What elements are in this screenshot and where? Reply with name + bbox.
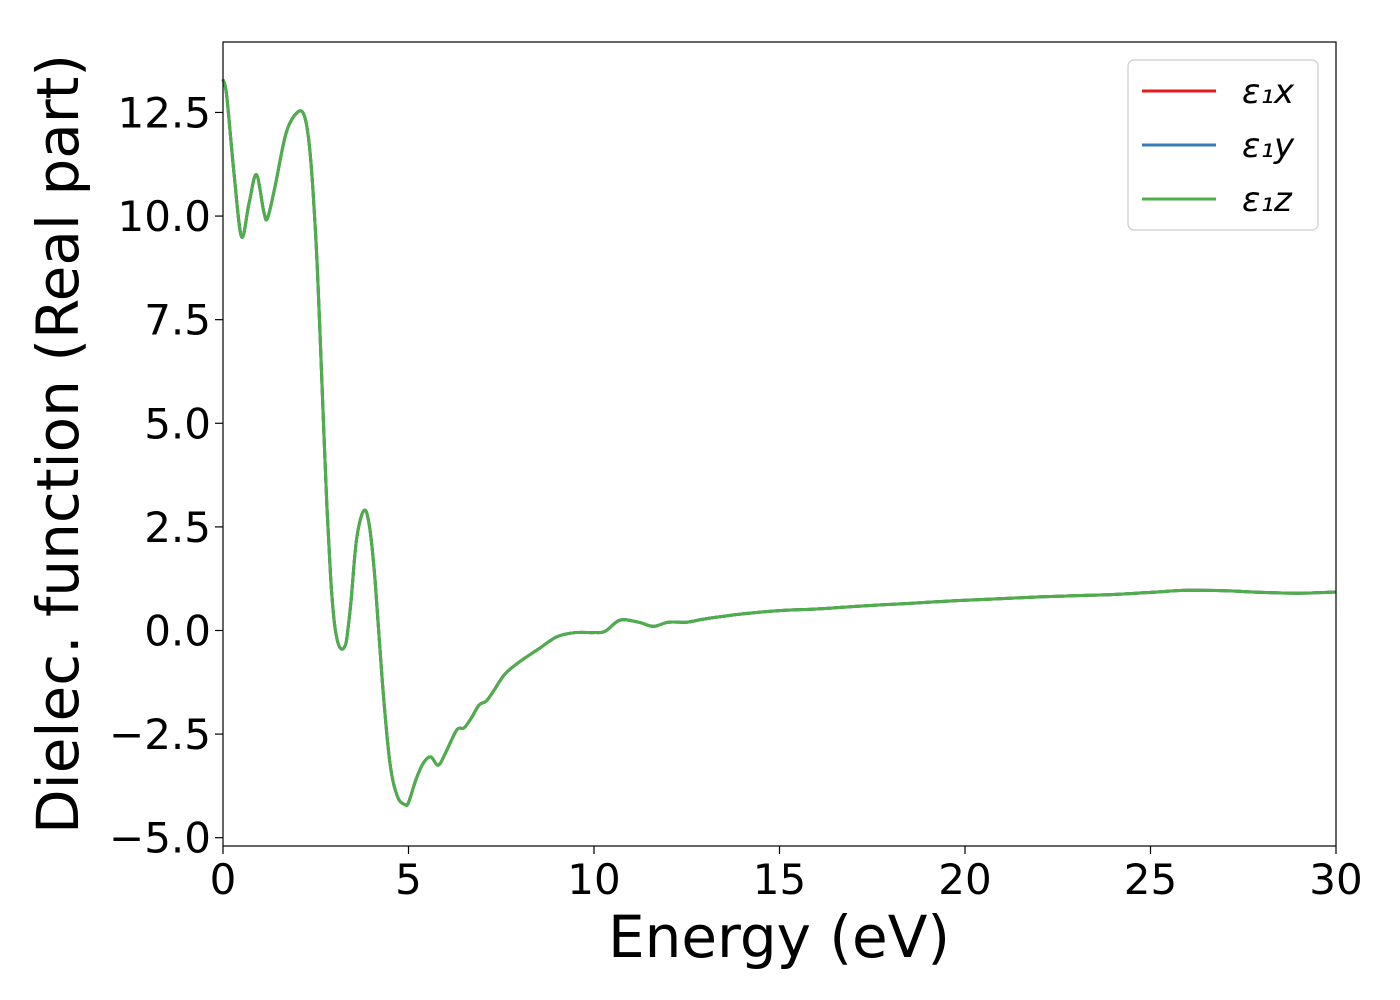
- legend: ε₁x ε₁y ε₁z: [1127, 59, 1319, 231]
- x-tick-label: 0: [210, 855, 237, 904]
- legend-label-1: ε₁x: [1242, 72, 1295, 112]
- x-tick-label: 15: [753, 855, 806, 904]
- x-axis-ticks: 0 5 10 15 20 25 30: [210, 846, 1363, 904]
- x-tick-label: 10: [567, 855, 620, 904]
- y-tick-label: 5.0: [144, 399, 211, 448]
- y-axis-ticks: −5.0 −2.5 0.0 2.5 5.0 7.5 10.0 12.5: [109, 88, 223, 863]
- y-tick-label: 2.5: [144, 503, 211, 552]
- x-tick-label: 5: [395, 855, 422, 904]
- y-axis-title: Dielec. function (Real part): [24, 54, 92, 834]
- x-tick-label: 25: [1124, 855, 1177, 904]
- legend-label-3: ε₁z: [1242, 180, 1293, 220]
- y-tick-label: 0.0: [144, 606, 211, 655]
- y-tick-label: 10.0: [117, 192, 211, 241]
- x-tick-label: 30: [1309, 855, 1362, 904]
- y-tick-label: 7.5: [144, 296, 211, 345]
- legend-box: [1127, 59, 1319, 231]
- legend-label-2: ε₁y: [1242, 126, 1295, 166]
- y-tick-label: 12.5: [117, 88, 211, 137]
- x-tick-label: 20: [938, 855, 991, 904]
- series-line-3: [221, 78, 1337, 807]
- x-axis-title: Energy (eV): [608, 903, 950, 971]
- y-tick-label: −5.0: [109, 814, 211, 863]
- series-layer: [221, 78, 1337, 807]
- y-tick-label: −2.5: [109, 710, 211, 759]
